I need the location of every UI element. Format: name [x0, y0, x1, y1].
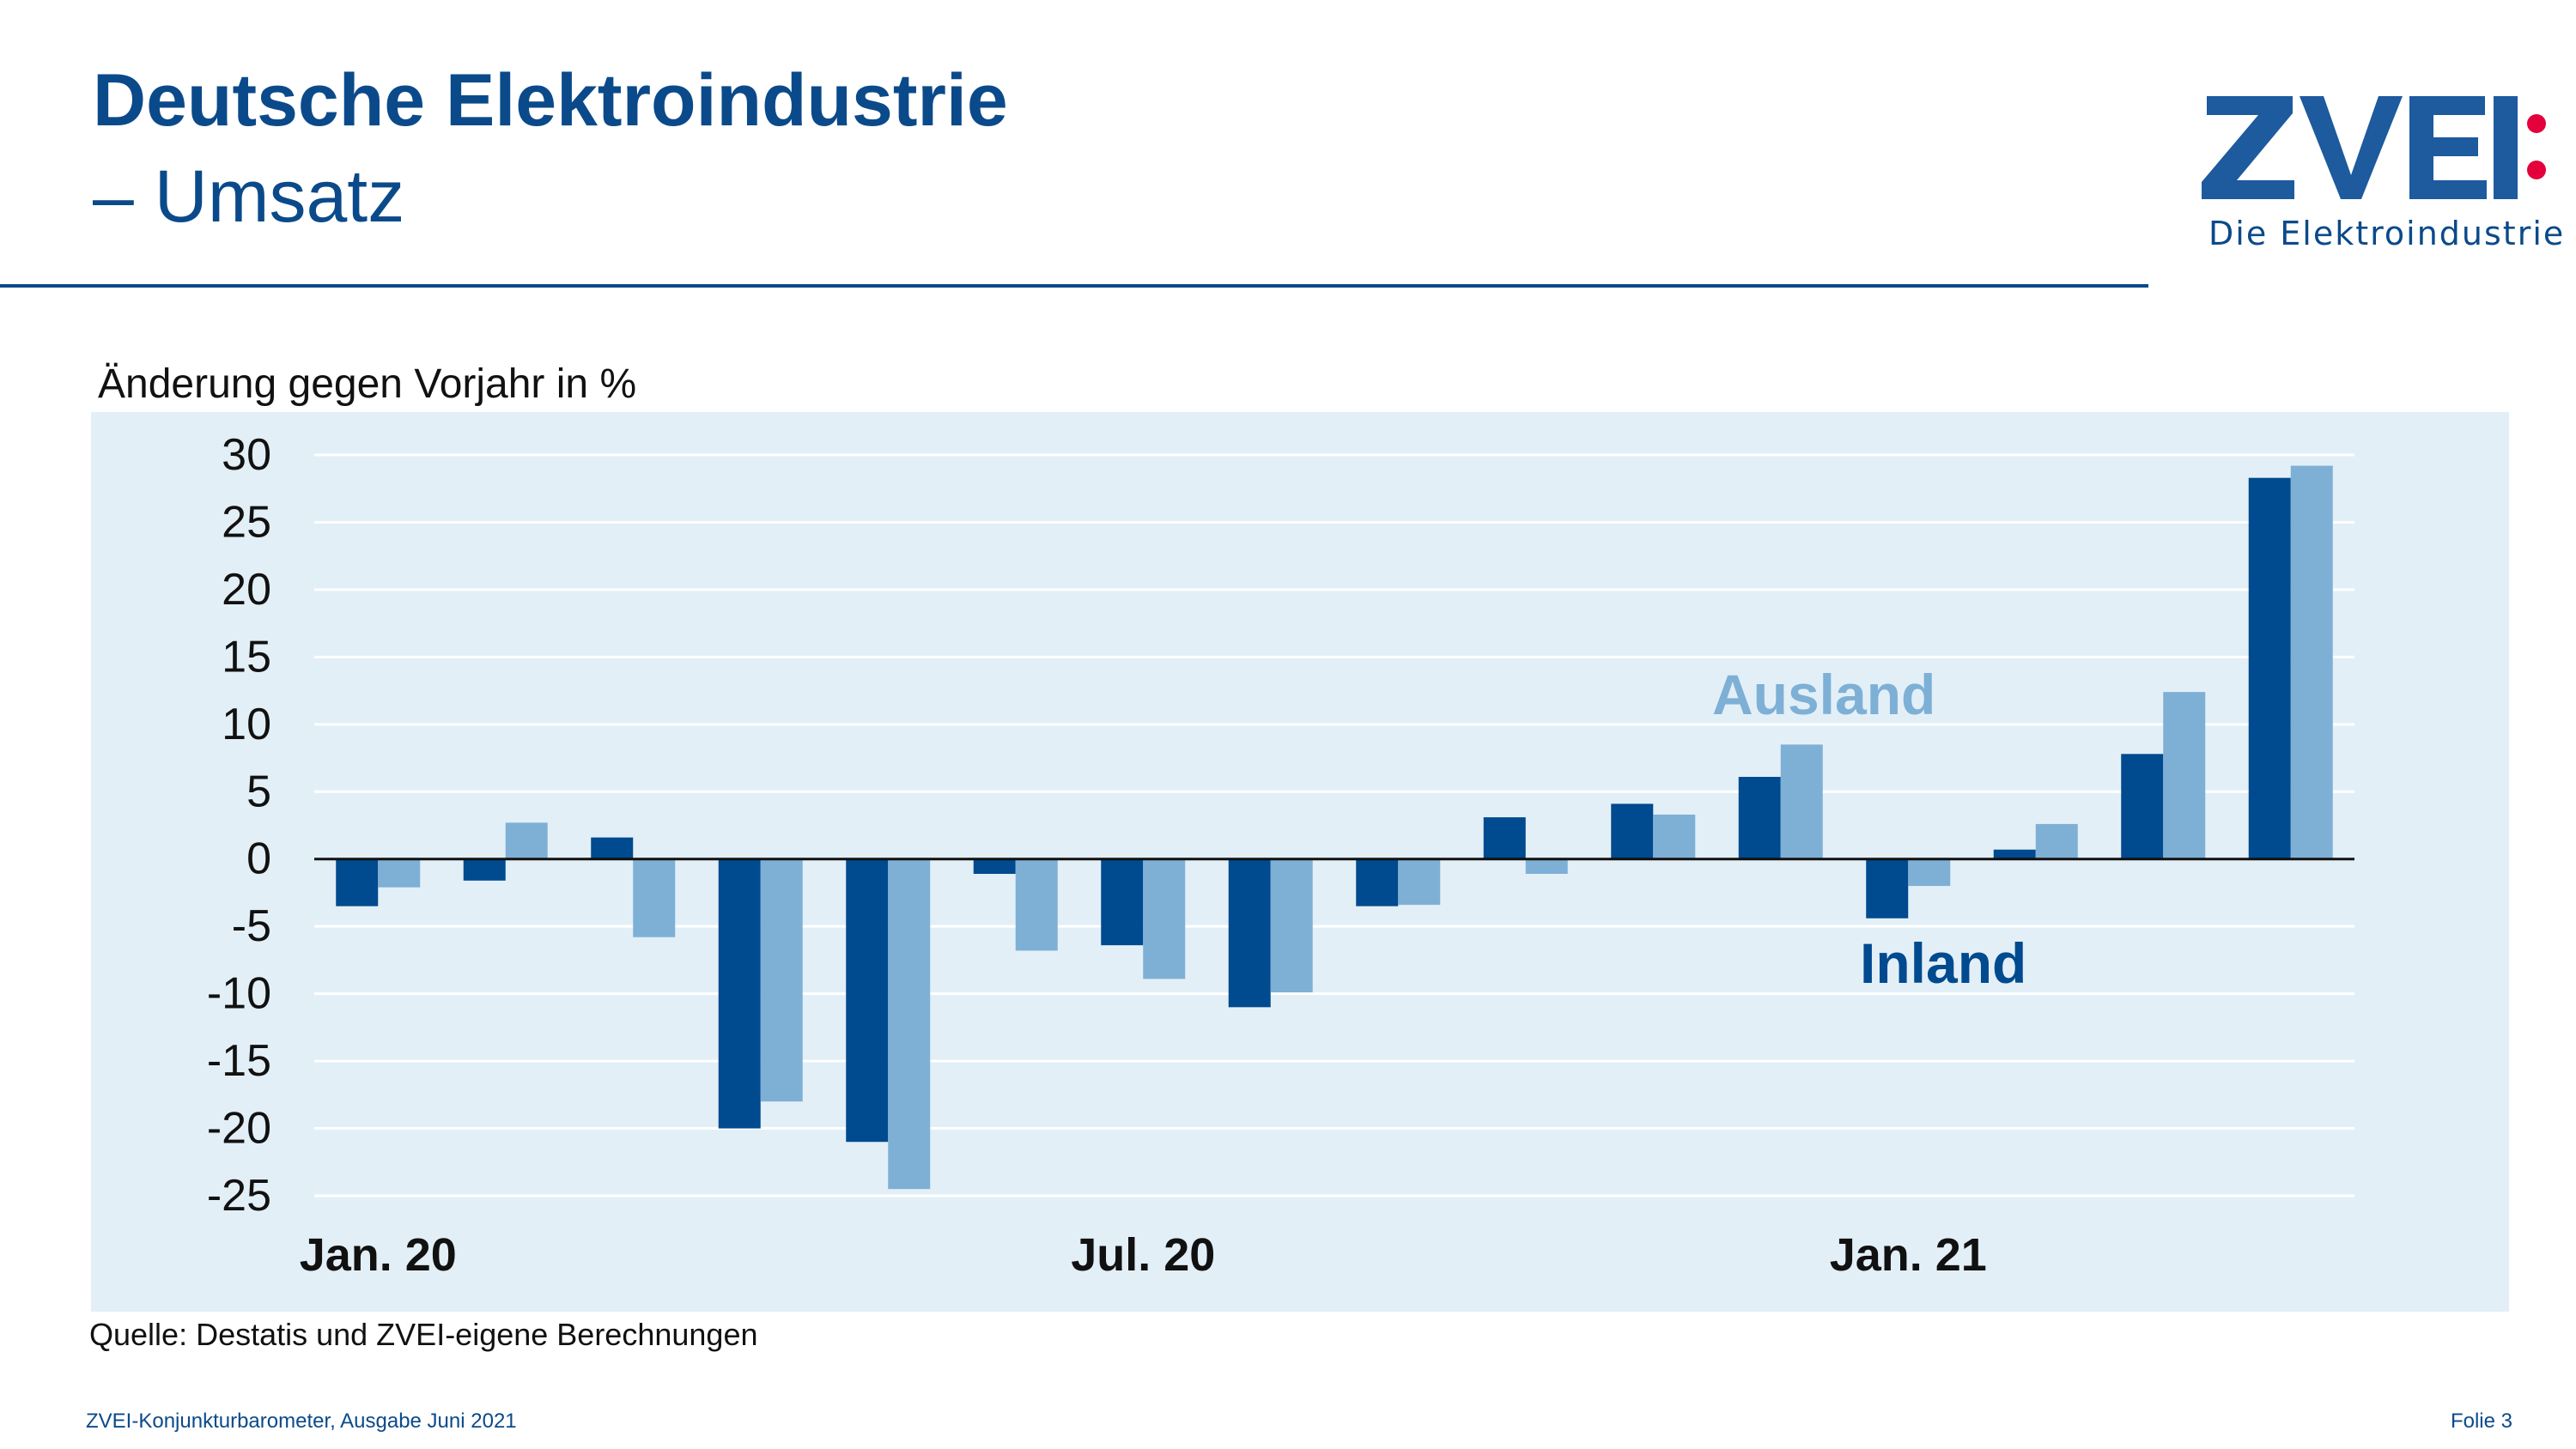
bar-inland [2248, 477, 2291, 859]
bar-inland [718, 858, 761, 1129]
bar-ausland [1143, 858, 1186, 979]
y-tick-label: 10 [222, 700, 271, 749]
y-tick-label: 0 [246, 834, 271, 884]
bar-ausland [1270, 858, 1313, 993]
bar-inland [1483, 817, 1526, 859]
bar-chart: 30 25 20 15 10 5 0 -5 -10 -15 -20 -25 Jan. 20 Jul. 20… [207, 430, 2354, 1281]
y-tick-label: -15 [207, 1036, 271, 1086]
bar-ausland [1398, 858, 1441, 906]
bar-inland [1738, 777, 1781, 859]
logo-tagline: Die Elektroindustrie [2208, 215, 2566, 252]
series-label-inland: Inland [1860, 931, 2026, 995]
bar-inland [1356, 858, 1399, 906]
page-title: Deutsche Elektroindustrie [93, 59, 1008, 142]
y-tick-label: -20 [207, 1104, 271, 1154]
bar-inland [463, 858, 506, 881]
bar-inland [1611, 803, 1654, 859]
bar-ausland [1525, 858, 1568, 874]
bar-inland [973, 858, 1016, 874]
y-tick-label: 25 [222, 497, 271, 547]
zvei-logo [2202, 96, 2546, 199]
footer-slide-number: Folie 3 [2450, 1410, 2512, 1433]
bar-inland [1866, 858, 1909, 919]
bar-ausland [633, 858, 676, 937]
bar-inland [591, 837, 634, 859]
bar-inland [1101, 858, 1144, 946]
y-tick-label: 20 [222, 565, 271, 615]
y-tick-label: -10 [207, 969, 271, 1019]
x-tick-label: Jan. 21 [1830, 1229, 1987, 1281]
bar-inland [1993, 849, 2036, 859]
header-divider [0, 284, 2148, 288]
bar-ausland [888, 858, 931, 1190]
y-tick-label: 15 [222, 632, 271, 682]
bar-ausland [1015, 858, 1058, 951]
bar-inland [1228, 858, 1271, 1008]
y-tick-label: 5 [246, 767, 271, 816]
x-tick-label: Jan. 20 [300, 1229, 457, 1281]
bar-ausland [760, 858, 803, 1102]
y-tick-label: -25 [207, 1171, 271, 1221]
bar-ausland [505, 822, 548, 859]
footer-publication: ZVEI-Konjunkturbarometer, Ausgabe Juni 2… [86, 1410, 517, 1433]
bar-ausland [1780, 744, 1823, 859]
x-tick-label: Jul. 20 [1071, 1229, 1215, 1281]
bar-ausland [2290, 465, 2333, 859]
bar-ausland [1653, 814, 1696, 859]
y-tick-label: 30 [222, 430, 271, 480]
bar-ausland [378, 858, 421, 888]
bar-inland [336, 858, 379, 906]
bar-ausland [2035, 823, 2078, 859]
bar-ausland [2163, 692, 2206, 859]
y-axis-label: Änderung gegen Vorjahr in % [98, 361, 637, 407]
source-note: Quelle: Destatis und ZVEI-eigene Berechn… [89, 1317, 758, 1352]
bar-inland [846, 858, 889, 1143]
bar-ausland [1908, 858, 1951, 887]
series-label-ausland: Ausland [1712, 663, 1935, 726]
y-tick-label: -5 [232, 901, 271, 951]
bar-inland [2121, 754, 2164, 859]
page-subtitle: – Umsatz [93, 155, 405, 238]
